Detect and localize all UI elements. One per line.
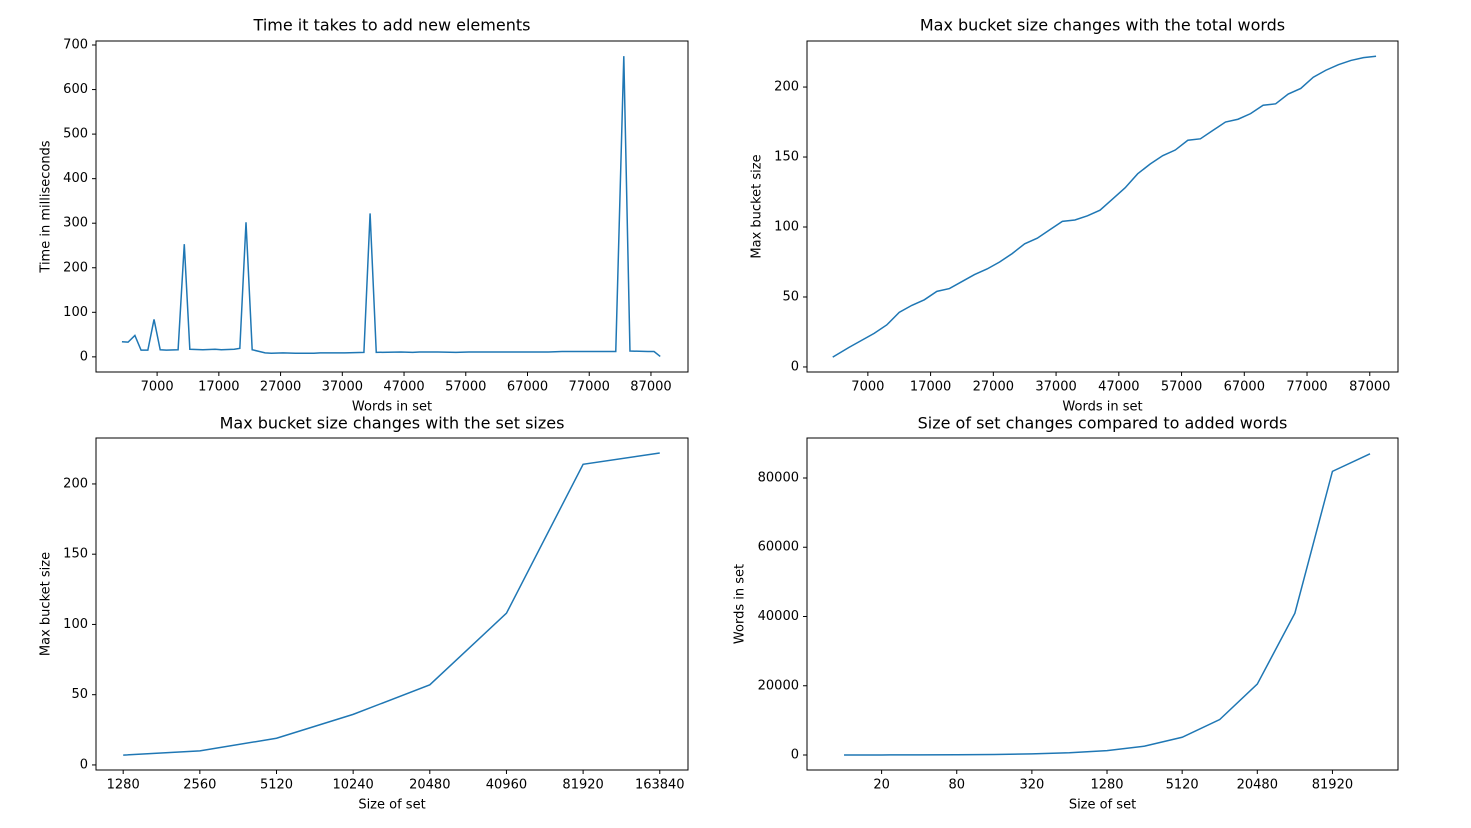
y-tick-label: 200 [774, 80, 799, 95]
axes-frame [806, 437, 1399, 771]
x-tick-label: 87000 [630, 380, 671, 395]
y-tick-label: 700 [63, 38, 88, 53]
y-tick-label: 0 [80, 757, 88, 772]
x-tick-label: 67000 [1224, 380, 1265, 395]
y-tick-label: 500 [63, 127, 88, 142]
x-tick-label: 77000 [569, 380, 610, 395]
y-tick-label: 0 [80, 349, 88, 364]
x-tick-label: 27000 [260, 380, 301, 395]
data-line [832, 55, 1377, 358]
x-tick-label: 37000 [322, 380, 363, 395]
y-axis-label: Words in set [733, 564, 748, 644]
data-line [121, 56, 661, 357]
x-tick-label: 17000 [198, 380, 239, 395]
x-tick-label: 2560 [183, 778, 216, 793]
x-tick-label: 17000 [910, 380, 951, 395]
y-tick-label: 20000 [758, 678, 799, 693]
data-line [844, 453, 1371, 756]
x-tick-label: 163840 [635, 778, 685, 793]
axes-frame [806, 40, 1399, 373]
y-tick-label: 100 [774, 220, 799, 235]
x-tick-label: 87000 [1349, 380, 1390, 395]
x-tick-label: 81920 [562, 778, 603, 793]
y-tick-label: 0 [791, 359, 799, 374]
y-axis-label: Max bucket size [750, 154, 765, 258]
x-tick-label: 1280 [1090, 778, 1123, 793]
chart-title: Size of set changes compared to added wo… [918, 414, 1288, 433]
y-tick-label: 100 [63, 617, 88, 632]
x-tick-label: 5120 [1166, 778, 1199, 793]
y-tick-label: 50 [71, 687, 88, 702]
x-tick-label: 37000 [1035, 380, 1076, 395]
y-tick-label: 60000 [758, 540, 799, 555]
y-tick-label: 40000 [758, 609, 799, 624]
x-tick-label: 40960 [486, 778, 527, 793]
y-tick-label: 200 [63, 260, 88, 275]
x-tick-label: 57000 [445, 380, 486, 395]
x-tick-label: 80 [948, 778, 965, 793]
y-tick-label: 400 [63, 171, 88, 186]
x-tick-label: 27000 [973, 380, 1014, 395]
axes-frame [95, 40, 689, 373]
x-tick-label: 57000 [1161, 380, 1202, 395]
x-tick-label: 67000 [507, 380, 548, 395]
y-tick-label: 150 [63, 547, 88, 562]
y-tick-label: 50 [782, 289, 799, 304]
x-axis-label: Words in set [1062, 400, 1142, 415]
x-tick-label: 10240 [332, 778, 373, 793]
axes-frame [95, 437, 689, 771]
chart-title: Time it takes to add new elements [253, 16, 531, 35]
chart-title: Max bucket size changes with the total w… [920, 16, 1285, 35]
x-tick-label: 47000 [383, 380, 424, 395]
x-axis-label: Size of set [358, 798, 425, 813]
y-axis-label: Time in milliseconds [39, 140, 54, 273]
y-axis-label: Max bucket size [39, 552, 54, 656]
x-axis-label: Words in set [352, 400, 432, 415]
x-tick-label: 20480 [1237, 778, 1278, 793]
y-tick-label: 150 [774, 150, 799, 165]
x-tick-label: 81920 [1312, 778, 1353, 793]
data-line [123, 452, 660, 756]
y-tick-label: 0 [791, 748, 799, 763]
x-axis-label: Size of set [1069, 798, 1136, 813]
x-tick-label: 47000 [1098, 380, 1139, 395]
y-tick-label: 80000 [758, 470, 799, 485]
x-tick-label: 320 [1019, 778, 1044, 793]
x-tick-label: 77000 [1286, 380, 1327, 395]
x-tick-label: 7000 [141, 380, 174, 395]
x-tick-label: 20480 [409, 778, 450, 793]
y-tick-label: 200 [63, 476, 88, 491]
x-tick-label: 1280 [107, 778, 140, 793]
y-tick-label: 100 [63, 305, 88, 320]
x-tick-label: 5120 [260, 778, 293, 793]
chart-title: Max bucket size changes with the set siz… [220, 414, 565, 433]
x-tick-label: 7000 [851, 380, 884, 395]
x-tick-label: 20 [873, 778, 890, 793]
y-tick-label: 600 [63, 82, 88, 97]
y-tick-label: 300 [63, 216, 88, 231]
